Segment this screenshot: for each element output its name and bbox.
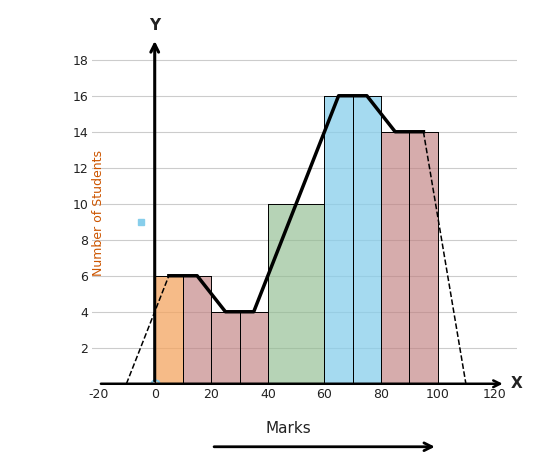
Bar	[324, 96, 353, 384]
Bar	[268, 204, 324, 384]
Bar	[211, 312, 239, 384]
Text: X: X	[511, 376, 523, 391]
Bar	[183, 276, 211, 384]
Bar	[353, 96, 381, 384]
Text: Y: Y	[149, 18, 160, 33]
Text: Marks: Marks	[265, 421, 311, 436]
Bar	[154, 276, 183, 384]
Bar	[409, 132, 437, 384]
Bar	[381, 132, 409, 384]
Bar	[239, 312, 268, 384]
Text: Number of Students: Number of Students	[91, 150, 104, 276]
